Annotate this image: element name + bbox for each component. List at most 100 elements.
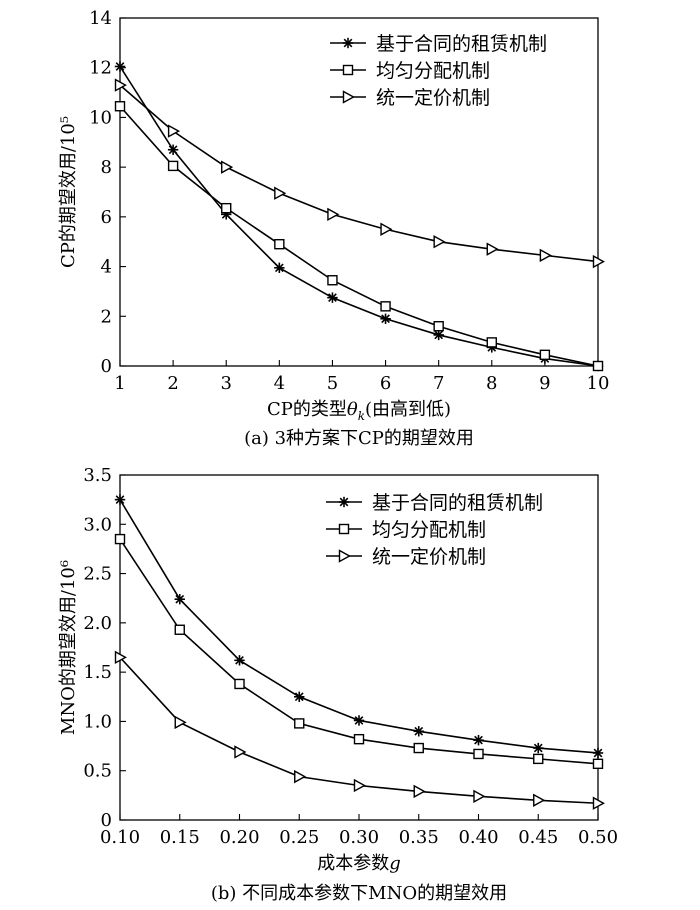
- data-point: [433, 329, 444, 341]
- data-point: [114, 101, 126, 112]
- data-point: [413, 784, 426, 799]
- legend-marker: [342, 90, 355, 104]
- panel-b: 0.10 0.15 0.20 0.25 0.30 0.35 0.40 0.45 0.50 0 0.5…: [58, 465, 618, 904]
- y-tick-label: 3.0: [83, 514, 112, 535]
- legend-item: 均匀分配机制: [330, 60, 490, 82]
- legend-item: 统一定价机制: [326, 546, 486, 568]
- series-line: [119, 538, 599, 765]
- x-axis-label: CP的类型θk(由高到低): [267, 399, 451, 423]
- legend-item: 基于合同的租赁机制: [326, 492, 543, 514]
- data-point: [592, 747, 604, 759]
- y-tick-label: 14: [89, 8, 112, 29]
- data-point: [167, 160, 179, 172]
- y-tick-label: 0.5: [83, 761, 112, 782]
- data-point: [274, 262, 285, 274]
- series-triangle-right: [114, 650, 605, 810]
- x-tick-label: 0.35: [399, 827, 439, 848]
- x-tick-label: 0.10: [100, 827, 140, 848]
- data-point: [486, 242, 499, 256]
- panel-caption: (a) 3种方案下CP的期望效用: [244, 428, 474, 449]
- data-point: [114, 494, 126, 505]
- data-point: [294, 718, 305, 729]
- data-point: [294, 769, 307, 784]
- y-tick-label: 2.5: [83, 564, 112, 585]
- data-point: [473, 748, 484, 760]
- data-point: [533, 742, 544, 754]
- data-point: [473, 734, 484, 746]
- data-point: [174, 594, 185, 605]
- legend-label: 统一定价机制: [372, 546, 486, 568]
- x-tick-label: 9: [539, 373, 550, 394]
- data-point: [433, 235, 446, 249]
- data-point: [174, 624, 185, 635]
- data-point: [433, 321, 444, 332]
- y-tick-label: 1.5: [83, 662, 112, 683]
- data-point: [167, 144, 179, 155]
- data-point: [473, 789, 486, 804]
- series-square: [114, 533, 604, 770]
- data-point: [114, 78, 127, 92]
- y-tick-label: 2: [101, 306, 112, 327]
- data-point: [592, 796, 605, 810]
- data-point: [533, 793, 546, 807]
- y-tick-label: 12: [89, 58, 112, 79]
- data-point: [234, 655, 245, 666]
- x-tick-label: 7: [433, 373, 444, 394]
- data-point: [327, 207, 340, 222]
- x-tick-label: 1: [114, 373, 125, 394]
- data-point: [380, 301, 391, 312]
- y-tick-label: 0: [101, 356, 112, 377]
- y-axis-label: CP的期望效用/10⁵: [58, 116, 79, 268]
- data-point: [114, 61, 126, 72]
- data-point: [327, 292, 338, 303]
- series-line: [119, 656, 599, 805]
- series-asterisk: [114, 61, 604, 372]
- legend-item: 基于合同的租赁机制: [330, 33, 547, 55]
- x-axis-label: 成本参数g: [317, 853, 401, 874]
- series-line: [119, 84, 599, 263]
- plot-frame: [119, 17, 599, 367]
- panel-caption: (b) 不同成本参数下MNO的期望效用: [211, 883, 507, 904]
- data-point: [167, 124, 181, 138]
- legend-marker: [342, 64, 354, 76]
- y-tick-label: 2.0: [83, 613, 112, 634]
- y-tick-label: 8: [101, 157, 112, 178]
- data-point: [234, 745, 247, 759]
- data-point: [221, 160, 234, 174]
- data-point: [114, 650, 127, 665]
- x-tick-label: 0.45: [518, 827, 558, 848]
- legend-marker: [338, 496, 350, 508]
- series-line: [119, 66, 599, 367]
- data-point: [353, 715, 365, 726]
- x-tick-label: 2: [167, 373, 178, 394]
- legend-label: 均匀分配机制: [372, 519, 486, 541]
- panel-a: 1 2 3 4 5 6 7 8 9 1002468101214CP的期望效用/10⁵CP的类型θk…: [58, 8, 609, 449]
- legend-marker: [338, 549, 351, 563]
- series-asterisk: [114, 494, 604, 759]
- x-tick-label: 3: [220, 373, 231, 394]
- x-tick-label: 0.15: [160, 827, 200, 848]
- y-tick-label: 10: [89, 107, 112, 128]
- x-tick-label: 0.30: [339, 827, 379, 848]
- data-point: [380, 222, 393, 236]
- data-point: [174, 715, 187, 730]
- data-point: [592, 360, 604, 372]
- series-line: [119, 499, 599, 754]
- data-point: [539, 248, 552, 263]
- data-point: [221, 202, 232, 214]
- data-point: [274, 186, 287, 200]
- y-tick-label: 4: [101, 257, 112, 278]
- legend-marker: [338, 523, 350, 535]
- data-point: [353, 733, 365, 745]
- data-point: [533, 753, 544, 765]
- plot-frame: [119, 474, 599, 821]
- series-line: [119, 105, 599, 367]
- x-tick-label: 5: [327, 373, 338, 394]
- y-tick-label: 6: [101, 207, 112, 228]
- legend-item: 统一定价机制: [330, 87, 490, 109]
- data-point: [274, 238, 285, 250]
- y-tick-label: 0: [101, 810, 112, 831]
